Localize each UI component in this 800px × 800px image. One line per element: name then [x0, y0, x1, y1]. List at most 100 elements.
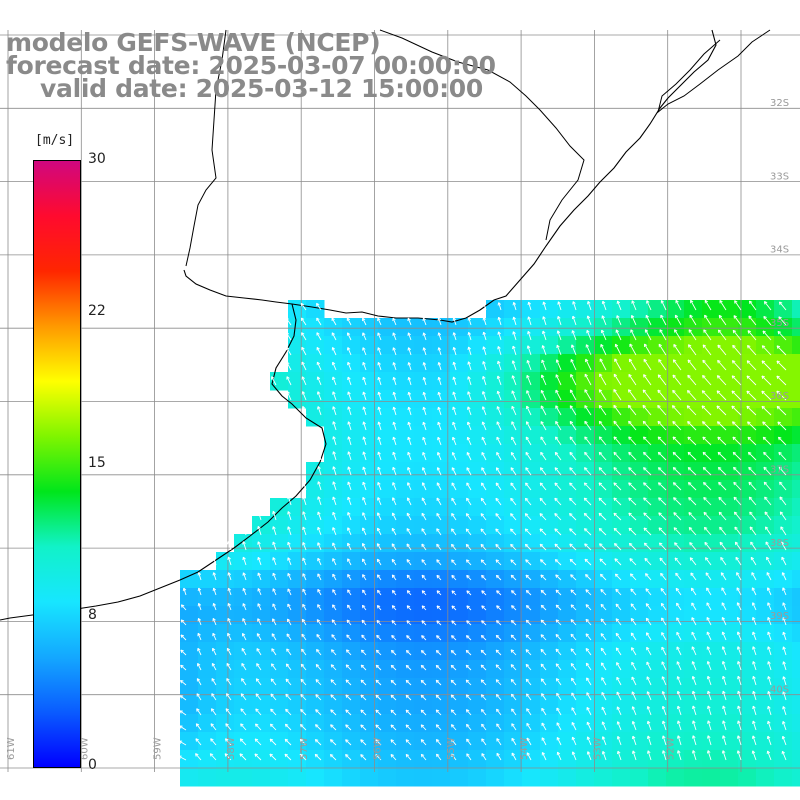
- longitude-label: 53W: [592, 737, 603, 760]
- wind-cell: [522, 480, 541, 499]
- wind-arrow: [406, 605, 412, 611]
- wind-arrow: [180, 604, 187, 611]
- wind-cell: [702, 462, 721, 481]
- wind-cell: [774, 696, 793, 715]
- wind-cell: [414, 660, 433, 679]
- wind-cell: [792, 570, 800, 589]
- wind-cell: [252, 714, 271, 733]
- wind-cell: [756, 732, 775, 751]
- wind-cell: [378, 696, 397, 715]
- wind-cell: [378, 480, 397, 499]
- wind-cell: [792, 552, 800, 571]
- wind-arrow: [317, 604, 322, 611]
- wind-arrow: [677, 750, 682, 761]
- wind-arrow: [495, 693, 502, 701]
- wind-arrow: [614, 343, 622, 356]
- wind-arrow: [242, 525, 247, 536]
- wind-arrow: [362, 527, 367, 536]
- wind-arrow: [420, 664, 427, 671]
- wind-cell: [738, 552, 757, 571]
- wind-arrow: [601, 706, 607, 716]
- wind-arrow: [437, 376, 442, 386]
- wind-arrow: [269, 753, 277, 761]
- colorbar-unit: [m/s]: [35, 133, 75, 148]
- wind-arrow: [702, 359, 712, 371]
- wind-cell: [342, 606, 361, 625]
- wind-cell: [774, 678, 793, 697]
- wind-cell: [180, 714, 199, 733]
- wind-arrow: [421, 512, 427, 521]
- wind-arrow: [540, 589, 547, 596]
- wind-arrow: [332, 604, 337, 611]
- wind-cell: [468, 354, 487, 373]
- wind-cell: [396, 678, 415, 697]
- wind-arrow: [662, 735, 667, 746]
- wind-arrow: [391, 512, 397, 521]
- wind-cell: [594, 570, 613, 589]
- wind-cell: [234, 750, 253, 769]
- wind-cell: [432, 444, 451, 463]
- wind-arrow: [496, 421, 502, 431]
- wind-arrow: [450, 694, 457, 701]
- wind-arrow: [645, 314, 652, 326]
- wind-arrow: [672, 359, 682, 371]
- wind-cell: [270, 642, 289, 661]
- wind-arrow: [571, 692, 577, 701]
- wind-cell: [702, 678, 721, 697]
- wind-cell: [540, 534, 559, 553]
- wind-cell: [684, 570, 703, 589]
- wind-arrow: [512, 302, 517, 311]
- wind-cell: [648, 588, 667, 607]
- wind-cell: [504, 336, 523, 355]
- wind-cell: [522, 570, 541, 589]
- wind-cell: [378, 354, 397, 373]
- wind-cell: [414, 714, 433, 733]
- wind-arrow: [452, 376, 457, 386]
- wind-arrow: [390, 664, 397, 671]
- wind-arrow: [495, 620, 502, 626]
- wind-cell: [522, 372, 541, 391]
- wind-arrow: [301, 361, 307, 371]
- wind-cell: [738, 660, 757, 679]
- wind-arrow: [377, 362, 382, 371]
- wind-arrow: [195, 723, 202, 731]
- wind-cell: [792, 642, 800, 661]
- wind-arrow: [584, 558, 592, 566]
- wind-arrow: [628, 527, 637, 536]
- wind-cell: [522, 462, 541, 481]
- wind-arrow: [598, 527, 607, 536]
- wind-arrow: [496, 451, 502, 461]
- wind-arrow: [210, 723, 217, 731]
- wind-arrow: [673, 497, 682, 506]
- wind-arrow: [733, 315, 742, 326]
- wind-arrow: [598, 451, 607, 461]
- wind-arrow: [556, 692, 562, 701]
- wind-arrow: [525, 605, 532, 611]
- wind-cell: [774, 660, 793, 679]
- wind-cell: [594, 426, 613, 445]
- wind-arrow: [286, 618, 292, 626]
- wind-arrow: [285, 708, 292, 716]
- wind-arrow: [659, 329, 667, 341]
- wind-cell: [648, 696, 667, 715]
- wind-arrow: [599, 543, 607, 551]
- title-valid-date: valid date: 2025-03-12 15:00:00: [40, 74, 483, 103]
- wind-cell: [630, 588, 649, 607]
- wind-arrow: [722, 705, 727, 716]
- wind-cell: [774, 516, 793, 535]
- wind-cell: [738, 642, 757, 661]
- wind-arrow: [242, 541, 247, 551]
- wind-cell: [324, 498, 343, 517]
- wind-cell: [252, 606, 271, 625]
- wind-cell: [234, 642, 253, 661]
- wind-arrow: [628, 389, 637, 401]
- wind-cell: [666, 570, 685, 589]
- wind-arrow: [512, 331, 517, 341]
- wind-cell: [666, 588, 685, 607]
- wind-arrow: [242, 603, 247, 611]
- wind-arrow: [360, 709, 367, 716]
- wind-arrow: [782, 720, 787, 731]
- wind-arrow: [721, 661, 727, 671]
- wind-arrow: [690, 587, 697, 596]
- wind-arrow: [720, 572, 727, 581]
